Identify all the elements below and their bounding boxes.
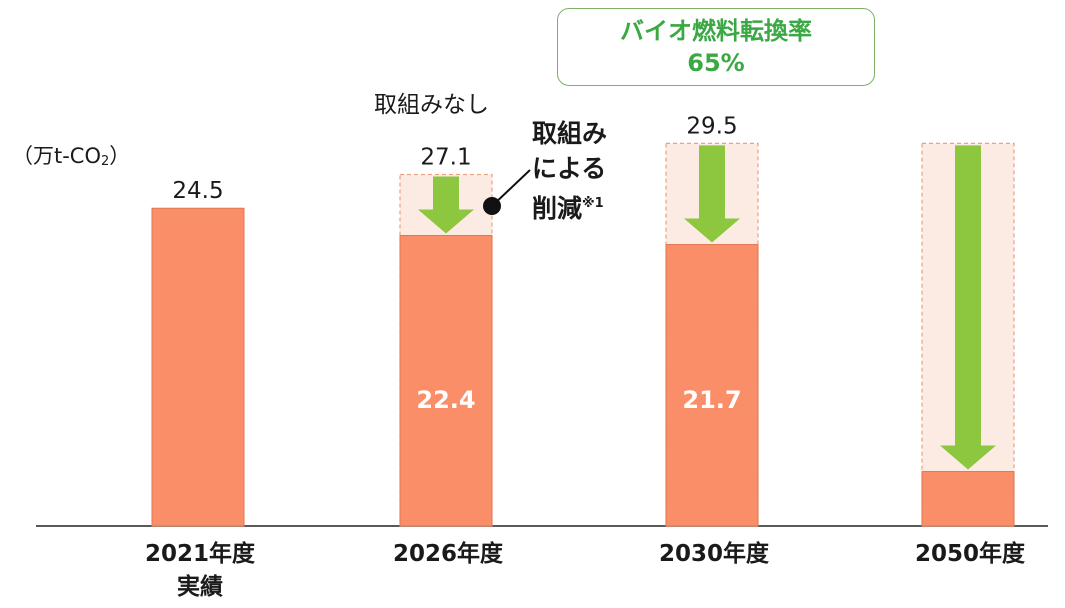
- bar-1: [399, 234, 493, 527]
- reduction-arrow-3: [940, 145, 996, 470]
- reduction-note: ※1: [582, 196, 604, 211]
- bar-3: [921, 471, 1015, 527]
- value-label-inside-2: 21.7: [682, 386, 741, 414]
- value-label-top-2: 29.5: [686, 113, 737, 139]
- bar-2: [665, 244, 759, 527]
- bar-0: [151, 207, 245, 527]
- callout-line2: 65%: [687, 49, 745, 77]
- category-label-1: 2026年度: [393, 540, 504, 567]
- reduction-arrow-1: [418, 176, 474, 234]
- category-label-0: 2021年度: [145, 540, 256, 567]
- unit-label: （万t-CO2）: [12, 144, 131, 169]
- value-label-top-1: 27.1: [420, 145, 471, 171]
- biofuel-callout: バイオ燃料転換率 65%: [557, 8, 875, 86]
- reduction-line3: 削減※1: [532, 194, 604, 223]
- reduction-line1: 取組み: [532, 119, 608, 148]
- value-label-top-0: 24.5: [172, 178, 223, 204]
- reduction-pointer-dot: [483, 197, 501, 215]
- callout-line1: バイオ燃料転換率: [620, 17, 812, 45]
- value-label-inside-1: 22.4: [416, 386, 475, 414]
- category-label-3: 2050年度: [915, 540, 1026, 567]
- reduction-label: 取組み による 削減※1: [532, 116, 607, 226]
- category-label-2: 2030年度: [659, 540, 770, 567]
- category-sublabel-0: 実績: [177, 573, 223, 600]
- reduction-arrow-2: [684, 145, 740, 243]
- no-measures-label: 取組みなし: [374, 92, 489, 118]
- reduction-line2: による: [532, 154, 607, 183]
